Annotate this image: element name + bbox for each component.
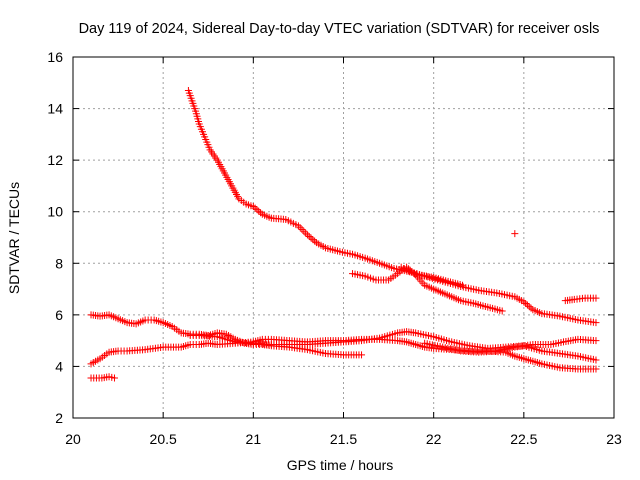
chart-title: Day 119 of 2024, Sidereal Day-to-day VTE… bbox=[79, 21, 600, 37]
series-trace-8 bbox=[87, 373, 118, 382]
data-point bbox=[302, 229, 310, 237]
data-point bbox=[592, 294, 600, 302]
data-point bbox=[511, 230, 519, 238]
data-point bbox=[523, 301, 531, 309]
y-tick-label: 4 bbox=[55, 358, 63, 374]
x-tick-label: 23 bbox=[606, 431, 622, 447]
data-point bbox=[305, 232, 313, 240]
data-point bbox=[303, 231, 311, 239]
series-trace-5 bbox=[561, 294, 600, 305]
data-point bbox=[307, 234, 315, 242]
series-trace-4 bbox=[511, 230, 519, 238]
data-point bbox=[255, 207, 263, 215]
data-point bbox=[498, 307, 506, 315]
data-point bbox=[592, 319, 600, 327]
axis-ticks: 20 20.5 21 21.5 22 22.5 23 2 4 6 8 10 12 14 16 bbox=[47, 49, 622, 447]
data-point bbox=[358, 351, 366, 359]
x-tick-label: 22.5 bbox=[510, 431, 537, 447]
x-tick-label: 20.5 bbox=[150, 431, 177, 447]
data-point bbox=[592, 365, 600, 373]
y-tick-label: 16 bbox=[47, 49, 63, 65]
y-tick-label: 2 bbox=[55, 410, 63, 426]
data-point bbox=[459, 281, 467, 289]
y-axis-label: SDTVAR / TECUs bbox=[6, 182, 22, 294]
data-point bbox=[253, 206, 261, 214]
y-tick-label: 10 bbox=[47, 204, 63, 220]
series-trace-2 bbox=[349, 263, 506, 315]
data-point bbox=[298, 226, 306, 234]
data-point bbox=[294, 222, 302, 230]
y-tick-label: 14 bbox=[47, 101, 63, 117]
data-point bbox=[522, 300, 530, 308]
data-point bbox=[296, 224, 304, 232]
y-tick-label: 8 bbox=[55, 255, 63, 271]
series-trace-3 bbox=[397, 263, 467, 289]
data-point bbox=[257, 209, 265, 217]
data-point bbox=[592, 356, 600, 364]
data-point bbox=[520, 298, 528, 306]
data-point bbox=[110, 374, 118, 382]
x-axis-label: GPS time / hours bbox=[287, 457, 394, 473]
y-tick-label: 6 bbox=[55, 307, 63, 323]
data-point bbox=[249, 203, 257, 211]
data-point bbox=[527, 304, 535, 312]
x-tick-label: 21 bbox=[246, 431, 262, 447]
series-trace-10 bbox=[421, 335, 600, 356]
grid bbox=[73, 57, 614, 418]
data-point bbox=[525, 303, 533, 311]
data-point bbox=[309, 236, 317, 244]
data-point bbox=[592, 337, 600, 345]
data-point bbox=[406, 266, 414, 274]
data-point bbox=[311, 237, 319, 245]
data-point bbox=[300, 227, 308, 235]
y-tick-label: 12 bbox=[47, 152, 63, 168]
x-tick-label: 22 bbox=[426, 431, 442, 447]
data-marks bbox=[87, 87, 600, 382]
series-trace-1 bbox=[184, 87, 600, 327]
data-point bbox=[251, 204, 259, 212]
x-tick-label: 20 bbox=[65, 431, 81, 447]
x-tick-label: 21.5 bbox=[330, 431, 357, 447]
